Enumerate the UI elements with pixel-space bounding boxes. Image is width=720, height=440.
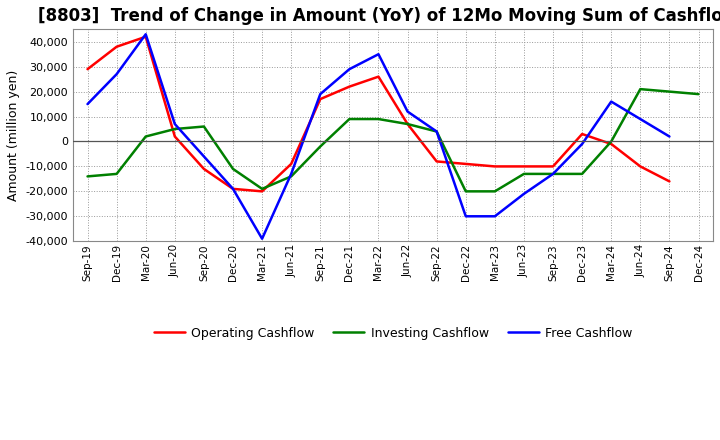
Free Cashflow	[316, 92, 325, 97]
Free Cashflow	[403, 109, 412, 114]
Operating Cashflow	[374, 74, 383, 79]
Operating Cashflow	[199, 166, 208, 172]
Operating Cashflow	[432, 159, 441, 164]
Title: [8803]  Trend of Change in Amount (YoY) of 12Mo Moving Sum of Cashflows: [8803] Trend of Change in Amount (YoY) o…	[38, 7, 720, 25]
Investing Cashflow	[520, 171, 528, 176]
Investing Cashflow	[112, 171, 121, 176]
Investing Cashflow	[141, 134, 150, 139]
Investing Cashflow	[665, 89, 674, 94]
Investing Cashflow	[199, 124, 208, 129]
Investing Cashflow	[345, 117, 354, 122]
Operating Cashflow	[141, 34, 150, 40]
Free Cashflow	[287, 171, 295, 176]
Free Cashflow	[549, 171, 557, 176]
Operating Cashflow	[462, 161, 470, 167]
Operating Cashflow	[403, 121, 412, 127]
Operating Cashflow	[229, 186, 238, 191]
Operating Cashflow	[607, 141, 616, 147]
Investing Cashflow	[258, 186, 266, 191]
Investing Cashflow	[490, 189, 499, 194]
Operating Cashflow	[345, 84, 354, 89]
Operating Cashflow	[287, 161, 295, 167]
Investing Cashflow	[578, 171, 587, 176]
Operating Cashflow	[171, 134, 179, 139]
Free Cashflow	[462, 214, 470, 219]
Operating Cashflow	[636, 164, 644, 169]
Line: Investing Cashflow: Investing Cashflow	[88, 89, 698, 191]
Free Cashflow	[258, 236, 266, 242]
Free Cashflow	[636, 117, 644, 122]
Y-axis label: Amount (million yen): Amount (million yen)	[7, 70, 20, 201]
Investing Cashflow	[229, 166, 238, 172]
Operating Cashflow	[520, 164, 528, 169]
Investing Cashflow	[287, 174, 295, 179]
Free Cashflow	[374, 51, 383, 57]
Free Cashflow	[345, 66, 354, 72]
Line: Free Cashflow: Free Cashflow	[88, 34, 670, 239]
Operating Cashflow	[578, 132, 587, 137]
Free Cashflow	[578, 141, 587, 147]
Investing Cashflow	[694, 92, 703, 97]
Operating Cashflow	[549, 164, 557, 169]
Investing Cashflow	[432, 129, 441, 134]
Free Cashflow	[84, 102, 92, 107]
Free Cashflow	[432, 129, 441, 134]
Investing Cashflow	[607, 139, 616, 144]
Free Cashflow	[229, 186, 238, 191]
Investing Cashflow	[549, 171, 557, 176]
Legend: Operating Cashflow, Investing Cashflow, Free Cashflow: Operating Cashflow, Investing Cashflow, …	[148, 322, 637, 345]
Free Cashflow	[665, 134, 674, 139]
Free Cashflow	[607, 99, 616, 104]
Investing Cashflow	[403, 121, 412, 127]
Operating Cashflow	[258, 189, 266, 194]
Free Cashflow	[490, 214, 499, 219]
Investing Cashflow	[636, 87, 644, 92]
Free Cashflow	[112, 72, 121, 77]
Investing Cashflow	[374, 117, 383, 122]
Operating Cashflow	[84, 66, 92, 72]
Free Cashflow	[171, 121, 179, 127]
Operating Cashflow	[316, 96, 325, 102]
Operating Cashflow	[112, 44, 121, 49]
Free Cashflow	[520, 191, 528, 197]
Line: Operating Cashflow: Operating Cashflow	[88, 37, 670, 191]
Investing Cashflow	[316, 144, 325, 149]
Investing Cashflow	[171, 126, 179, 132]
Investing Cashflow	[84, 174, 92, 179]
Free Cashflow	[141, 32, 150, 37]
Operating Cashflow	[490, 164, 499, 169]
Operating Cashflow	[665, 179, 674, 184]
Investing Cashflow	[462, 189, 470, 194]
Free Cashflow	[199, 154, 208, 159]
